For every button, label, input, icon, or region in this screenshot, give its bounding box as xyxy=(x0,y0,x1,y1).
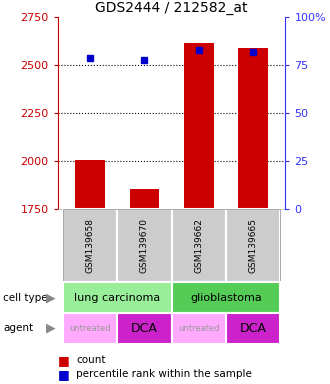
Text: cell type: cell type xyxy=(3,293,48,303)
Text: untreated: untreated xyxy=(178,324,219,333)
Bar xyxy=(130,189,159,209)
Bar xyxy=(172,282,280,313)
Text: ▶: ▶ xyxy=(46,322,56,335)
Bar xyxy=(63,282,172,313)
Text: untreated: untreated xyxy=(70,324,111,333)
Text: GSM139662: GSM139662 xyxy=(194,218,203,273)
Text: GSM139670: GSM139670 xyxy=(140,218,149,273)
Bar xyxy=(226,313,280,344)
Text: glioblastoma: glioblastoma xyxy=(190,293,262,303)
Bar xyxy=(172,313,226,344)
Bar xyxy=(63,313,117,344)
Text: ■: ■ xyxy=(58,354,70,367)
Text: count: count xyxy=(76,355,105,365)
Text: GSM139665: GSM139665 xyxy=(248,218,257,273)
Text: ■: ■ xyxy=(58,368,70,381)
Text: percentile rank within the sample: percentile rank within the sample xyxy=(76,369,252,379)
Bar xyxy=(75,160,105,209)
Bar xyxy=(63,209,117,282)
Bar xyxy=(117,313,172,344)
Text: DCA: DCA xyxy=(131,322,158,335)
Title: GDS2444 / 212582_at: GDS2444 / 212582_at xyxy=(95,1,248,15)
Bar xyxy=(238,48,268,209)
Text: lung carcinoma: lung carcinoma xyxy=(74,293,160,303)
Bar xyxy=(117,209,172,282)
Text: ▶: ▶ xyxy=(46,291,56,304)
Bar xyxy=(226,209,280,282)
Bar xyxy=(172,209,226,282)
Text: GSM139658: GSM139658 xyxy=(86,218,95,273)
Text: agent: agent xyxy=(3,323,33,333)
Text: DCA: DCA xyxy=(240,322,266,335)
Bar xyxy=(184,43,214,209)
